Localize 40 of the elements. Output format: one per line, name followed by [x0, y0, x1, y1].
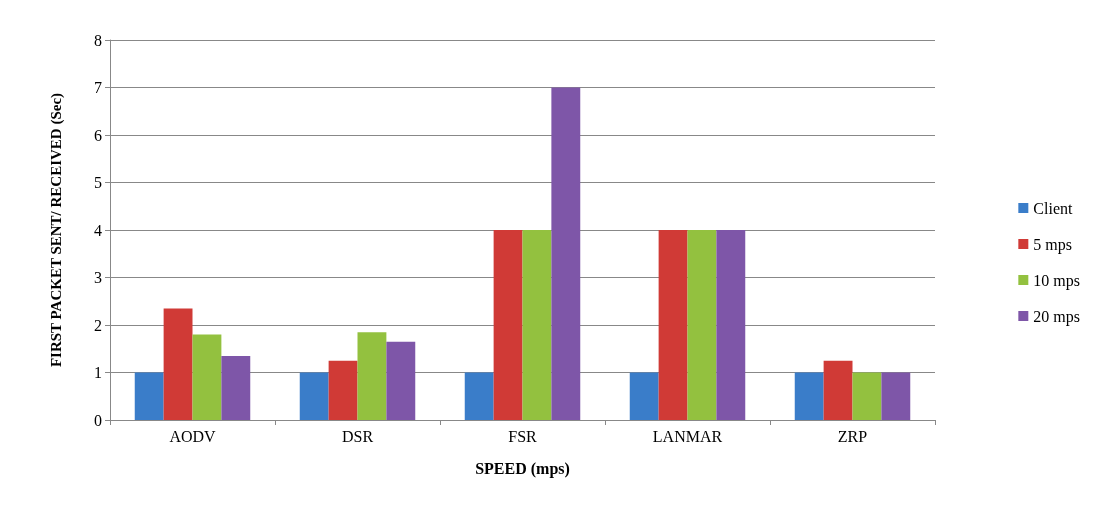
bar — [629, 372, 659, 420]
bar — [716, 230, 746, 420]
bar — [522, 230, 552, 420]
bar — [658, 230, 688, 420]
x-tick-label: FSR — [508, 427, 538, 445]
y-tick-label: 4 — [94, 221, 102, 239]
x-tick-label: AODV — [169, 427, 217, 445]
bar — [221, 355, 251, 420]
y-axis-title: FIRST PACKET SENT/ RECEIVED (Sec) — [48, 92, 65, 368]
bar — [823, 360, 853, 420]
bar — [687, 230, 717, 420]
legend-label: 10 mps — [1033, 271, 1080, 290]
bar — [357, 332, 387, 420]
legend-label: 5 mps — [1033, 235, 1072, 254]
y-tick-label: 3 — [94, 269, 102, 286]
x-tick-label: LANMAR — [652, 427, 723, 445]
x-axis-title: SPEED (mps) — [475, 459, 570, 478]
bar — [464, 372, 494, 420]
bar — [881, 372, 911, 420]
bar — [299, 372, 329, 420]
x-tick-label: DSR — [341, 427, 374, 445]
bar — [192, 334, 222, 420]
bar — [551, 87, 581, 420]
bar — [163, 308, 193, 420]
bar — [328, 360, 358, 420]
x-tick-label: ZRP — [837, 427, 868, 445]
bar — [852, 372, 882, 420]
y-tick-label: 0 — [94, 411, 102, 429]
bar — [134, 372, 164, 420]
y-tick-label: 1 — [94, 364, 102, 381]
bar — [794, 372, 824, 420]
y-tick-label: 6 — [94, 126, 102, 144]
legend-label: Client — [1033, 199, 1073, 217]
y-tick-label: 5 — [94, 174, 102, 191]
y-tick-label: 8 — [94, 31, 102, 49]
bar — [386, 341, 416, 420]
y-tick-label: 2 — [94, 316, 102, 334]
y-tick-label: 7 — [94, 79, 102, 96]
bar — [493, 230, 523, 420]
legend-label: 20 mps — [1033, 307, 1080, 326]
